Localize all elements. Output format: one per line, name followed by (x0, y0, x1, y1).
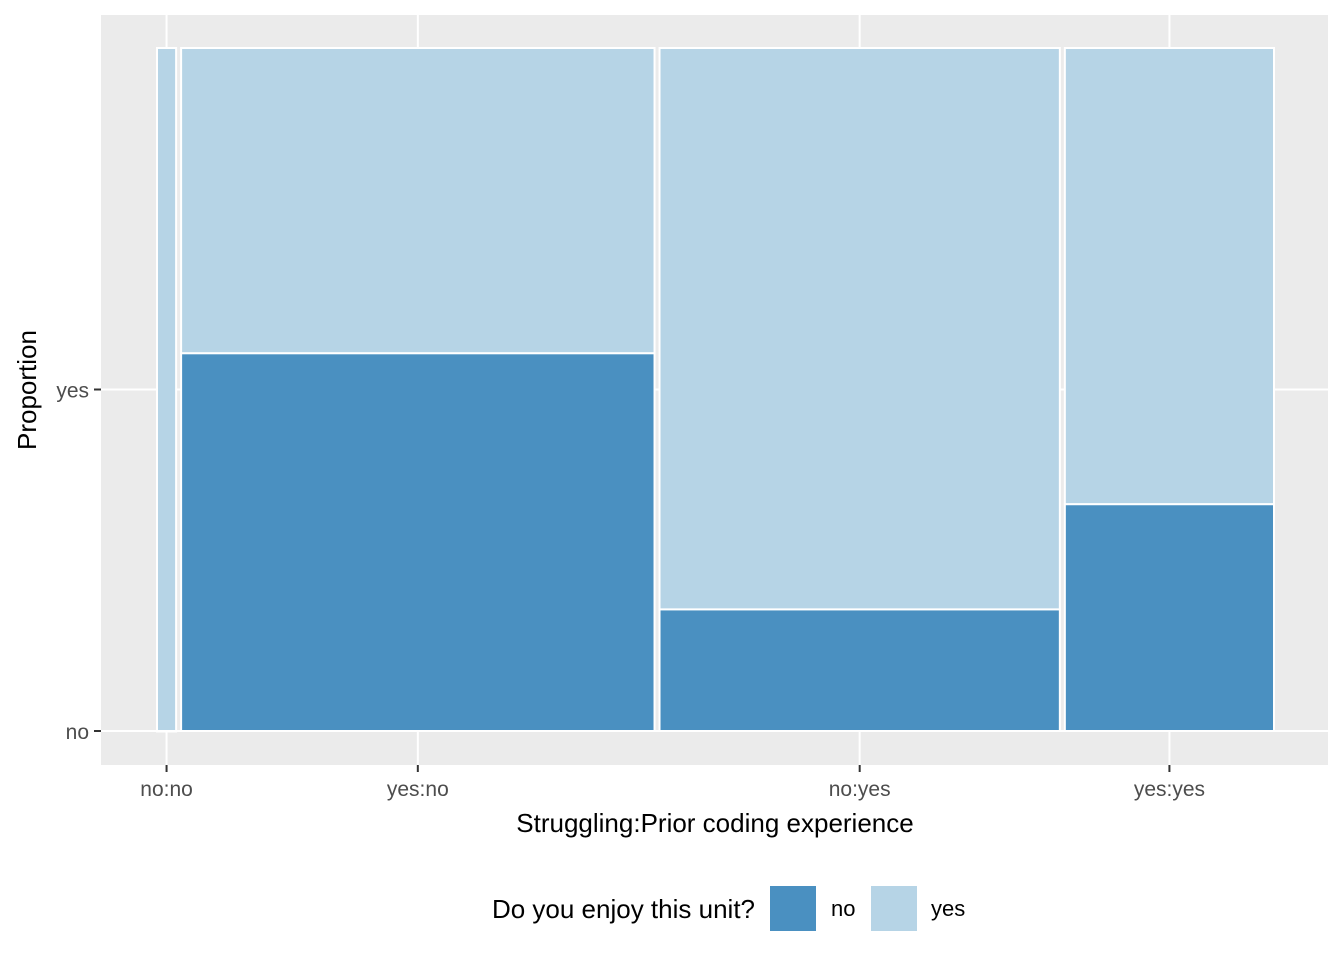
y-tick-label-yes: yes (56, 380, 89, 403)
tile-no:yes-no (658, 608, 1061, 733)
tiles-layer (156, 47, 1275, 733)
x-axis-title: Struggling:Prior coding experience (516, 808, 913, 838)
x-tick-label-no:yes: no:yes (829, 778, 891, 801)
legend-swatch-no (770, 886, 816, 931)
legend: Do you enjoy this unit? no yes (492, 886, 965, 931)
tile-no:no-no (156, 730, 178, 733)
x-tick-label-yes:no: yes:no (387, 778, 449, 801)
x-tick-label-no:no: no:no (140, 778, 193, 801)
legend-title: Do you enjoy this unit? (492, 894, 755, 924)
tile-no:yes-yes (658, 47, 1061, 611)
tile-yes:yes-no (1063, 503, 1275, 732)
x-axis: no:no yes:no no:yes yes:yes (140, 765, 1205, 801)
y-axis: no yes (56, 380, 101, 744)
x-tick-label-yes:yes: yes:yes (1134, 778, 1205, 801)
legend-label-yes: yes (931, 896, 965, 921)
y-axis-title: Proportion (12, 330, 42, 450)
tile-yes:yes-yes (1063, 47, 1275, 506)
tile-yes:no-no (180, 352, 656, 732)
y-tick-label-no: no (66, 721, 89, 744)
legend-swatch-yes (871, 886, 917, 931)
tile-no:no-yes (156, 47, 178, 732)
legend-label-no: no (831, 896, 855, 921)
tile-yes:no-yes (180, 47, 656, 355)
